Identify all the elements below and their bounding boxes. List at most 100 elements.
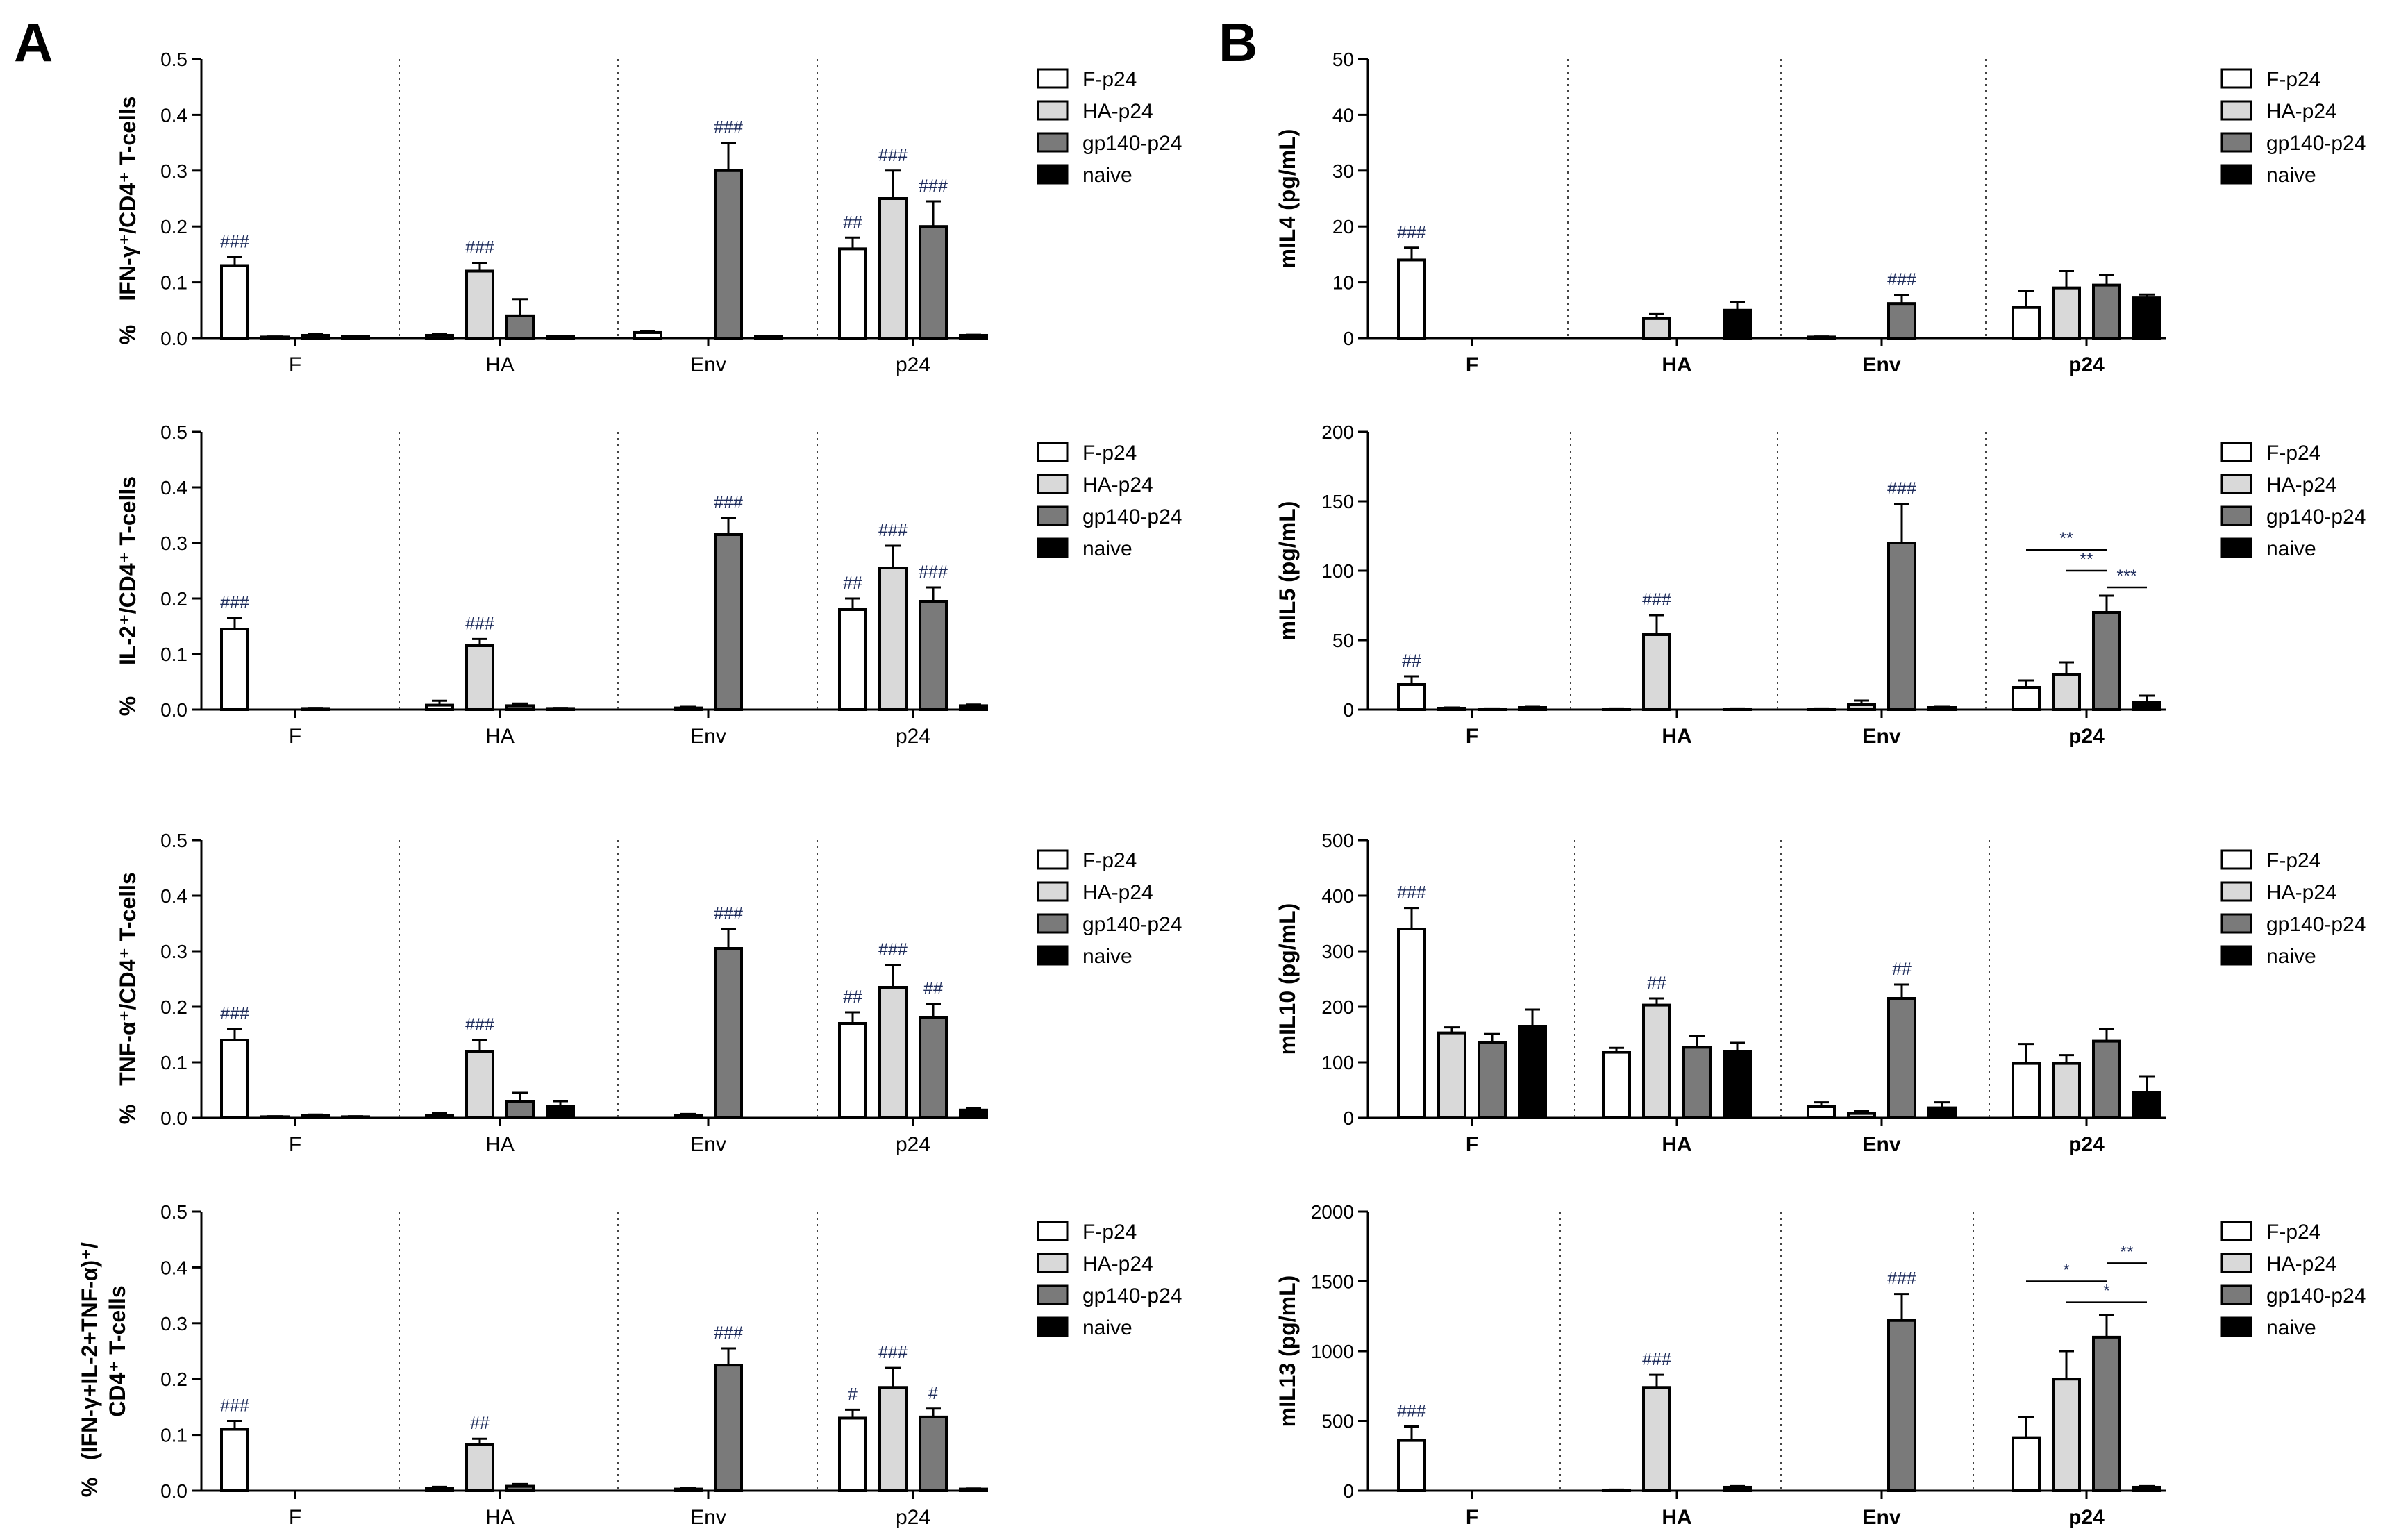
bar [714, 1364, 743, 1492]
y-axis-label-prefix: % [115, 325, 140, 344]
x-category-label: HA [485, 1133, 515, 1156]
bar [1887, 542, 1916, 711]
x-category-label: Env [690, 1506, 726, 1529]
y-tick-label: 30 [1332, 160, 1354, 182]
bar [505, 1100, 535, 1119]
y-tick-label: 0.5 [160, 421, 187, 443]
panel-label-b: B [1219, 12, 1257, 73]
bar [919, 225, 948, 340]
bar [1887, 997, 1916, 1119]
legend-label: F-p24 [1082, 1221, 1137, 1244]
legend-label: F-p24 [1082, 68, 1137, 91]
x-category-label: F [1466, 1506, 1478, 1529]
legend-label: naive [1082, 945, 1132, 968]
legend-label: F-p24 [2266, 68, 2320, 91]
legend-label: HA-p24 [1082, 1253, 1153, 1275]
bar [1887, 302, 1916, 340]
legend-label: HA-p24 [1082, 100, 1153, 123]
bar [425, 333, 454, 340]
chart-3: 0.00.10.20.30.40.5F HA Env p24#############… [115, 830, 1182, 1156]
y-tick-label: 0.1 [160, 644, 187, 665]
legend-swatch [1037, 881, 1069, 902]
significance-mark: ## [843, 212, 862, 232]
legend-label: naive [1082, 164, 1132, 187]
bar [2132, 1485, 2161, 1493]
significance-mark: ### [1397, 1402, 1426, 1421]
bar [1642, 1003, 1671, 1119]
x-category-label: HA [485, 1506, 515, 1529]
bar [838, 247, 867, 340]
legend-swatch [2220, 1221, 2252, 1241]
bar [2012, 686, 2041, 711]
legend-swatch [1037, 537, 1069, 558]
y-tick-label: 0.0 [160, 328, 187, 349]
significance-mark: ### [220, 1004, 249, 1023]
bar [1847, 703, 1876, 711]
bar [2052, 286, 2081, 340]
y-tick-label: 200 [1321, 421, 1354, 443]
y-tick-label: 0.0 [160, 1107, 187, 1129]
legend-swatch [1037, 1284, 1069, 1305]
bar [1397, 258, 1426, 340]
legend-swatch [1037, 68, 1069, 89]
bar [1397, 683, 1426, 711]
y-axis-label: mIL4 (pg/mL) [1275, 129, 1300, 269]
y-axis-label-prefix: % [115, 696, 140, 716]
legend-label: naive [1082, 1316, 1132, 1339]
comparison-stars: ** [2059, 529, 2073, 549]
bar [1927, 1106, 1957, 1119]
y-tick-label: 50 [1332, 49, 1354, 70]
legend-swatch [1037, 164, 1069, 185]
bar [1723, 308, 1752, 340]
legend-swatch [2220, 68, 2252, 89]
comparison-stars: * [2103, 1282, 2110, 1301]
legend-label: gp140-p24 [2266, 1284, 2366, 1307]
bar [838, 608, 867, 711]
bar [633, 330, 662, 340]
bar [465, 269, 494, 340]
y-tick-label: 0 [1343, 1480, 1354, 1502]
y-tick-label: 0.0 [160, 699, 187, 721]
legend-label: gp140-p24 [1082, 1284, 1182, 1307]
bar [838, 1022, 867, 1119]
bar [2132, 296, 2161, 340]
bar [1478, 1041, 1507, 1119]
significance-mark: ### [878, 146, 908, 165]
chart-1: 0.00.10.20.30.40.5F HA Env p24### ##########… [115, 49, 1182, 376]
legend-label: gp140-p24 [2266, 913, 2366, 936]
significance-mark: ### [878, 521, 908, 540]
y-tick-label: 1000 [1311, 1341, 1354, 1362]
x-category-label: Env [1862, 1133, 1900, 1156]
bar [714, 169, 743, 340]
x-category-label: p24 [2068, 725, 2105, 748]
significance-mark: ### [714, 493, 743, 512]
significance-mark: ### [878, 1343, 908, 1362]
significance-mark: ### [465, 237, 494, 257]
legend-swatch [2220, 537, 2252, 558]
significance-mark: ### [465, 1015, 494, 1035]
x-category-label: F [1466, 725, 1478, 748]
bar [465, 1443, 494, 1493]
y-tick-label: 0.5 [160, 49, 187, 70]
legend-label: gp140-p24 [2266, 505, 2366, 528]
bar [1642, 317, 1671, 340]
y-axis-label: TNF-α⁺/CD4⁺ T-cells [115, 872, 140, 1086]
legend-label: HA-p24 [1082, 881, 1153, 904]
y-tick-label: 0.3 [160, 160, 187, 182]
legend-swatch [1037, 100, 1069, 121]
y-tick-label: 0.4 [160, 477, 187, 499]
significance-mark: ### [714, 1323, 743, 1343]
bar [425, 1114, 454, 1119]
significance-mark: ### [1642, 590, 1671, 610]
chart-5: 0 10 20 30 40 50 F HA Env p24 ### ### mIL4 (pg/mL) F-… [1275, 49, 2366, 376]
bar [674, 706, 703, 711]
bar [959, 1108, 988, 1120]
significance-mark: ### [878, 940, 908, 960]
legend: F-p24 HA-p24 gp140-p24 naive [2220, 849, 2366, 968]
bar [465, 1050, 494, 1119]
legend-swatch [2220, 881, 2252, 902]
legend: F-p24 HA-p24 gp140-p24 naive [1037, 849, 1182, 968]
